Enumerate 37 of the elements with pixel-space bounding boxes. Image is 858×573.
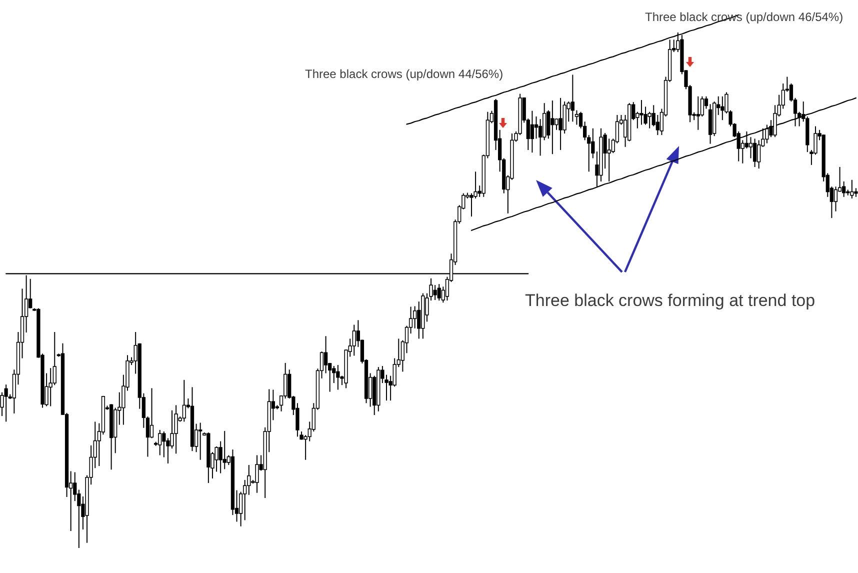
candlestick: [558, 97, 562, 150]
candlestick: [748, 136, 753, 159]
candlestick: [554, 118, 558, 130]
candlestick: [700, 96, 704, 117]
candlestick: [648, 111, 652, 129]
candlestick: [150, 388, 154, 439]
candlestick: [765, 124, 769, 144]
candlestick: [720, 96, 724, 121]
candlestick: [640, 99, 644, 126]
candlestick: [433, 284, 437, 301]
candlestick: [607, 138, 611, 182]
candlestick: [158, 429, 162, 456]
candlestick: [437, 284, 441, 302]
candlestick: [182, 379, 186, 422]
candlestick: [656, 114, 660, 136]
candlestick: [696, 96, 700, 130]
annotation: Three black crows (up/down 44/56%): [305, 67, 504, 81]
candlestick: [336, 364, 340, 390]
candlestick: [174, 404, 178, 454]
candlestick: [550, 100, 554, 155]
candlestick: [834, 186, 838, 212]
candlestick: [752, 138, 757, 168]
candlestick: [198, 422, 202, 460]
candlestick: [52, 331, 56, 386]
candlestick: [4, 384, 8, 422]
candlestick: [850, 179, 854, 199]
candlestick: [530, 110, 534, 154]
candlestick: [570, 74, 574, 122]
candlestick: [744, 130, 749, 149]
candlestick: [222, 430, 226, 470]
candlestick: [757, 140, 761, 170]
candlestick: [352, 324, 356, 356]
candlestick: [324, 336, 328, 374]
candlestick: [255, 454, 259, 494]
annotation: Three black crows forming at trend top: [525, 291, 816, 310]
candlestick: [574, 110, 579, 126]
candlestick: [162, 430, 166, 458]
